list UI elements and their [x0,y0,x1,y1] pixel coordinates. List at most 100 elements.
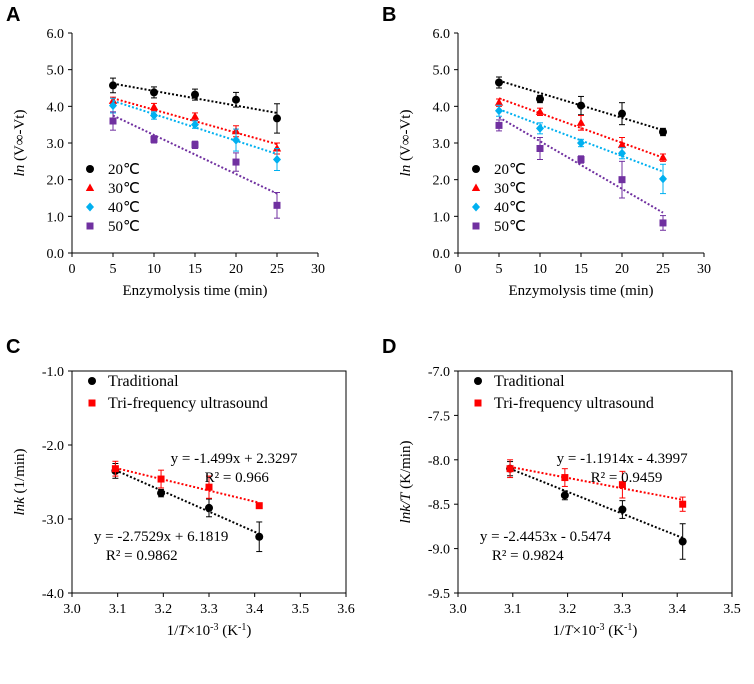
legend-label: Traditional [108,373,179,390]
y-tick-label: 1.0 [433,210,451,225]
y-tick-label: 4.0 [433,100,451,115]
data-point [109,101,117,111]
x-tick-label: 3.0 [63,602,81,617]
legend-marker [86,202,94,212]
legend-marker [86,165,94,173]
x-tick-label: 3.4 [246,602,264,617]
legend-label: 30℃ [494,181,526,197]
data-point [577,156,585,163]
legend: 20℃ 30℃ 40℃ 50℃ [471,162,526,235]
legend-marker [86,222,94,230]
x-tick-label: 5 [110,262,117,277]
legend-marker [472,222,480,230]
x-tick-label: 10 [533,262,547,277]
y-axis-label: ln (V∞-Vt) [12,110,28,177]
x-tick-label: 3.0 [449,602,467,617]
chart-panel-b: 0.0 1.0 2.0 3.0 4.0 5.0 6.0 0 5 10 15 20 25 30 Enzymol… [398,27,711,299]
y-tick-label: 5.0 [433,64,451,79]
data-point [111,465,119,473]
x-tick-label: 5 [496,262,503,277]
x-tick-label: 3.2 [155,602,173,617]
data-point [150,135,158,143]
y-tick-label: 0.0 [47,247,65,262]
panel-letter-d: D [382,336,397,358]
series-0 [495,76,667,137]
x-tick-label: 20 [615,262,629,277]
legend-marker [471,183,481,191]
legend-marker [85,183,95,191]
data-point [157,489,166,498]
x-tick-label: 3.1 [504,602,522,617]
chart-panel-c: -4.0 -3.0 -2.0 -1.0 3.0 3.1 3.2 3.3 3.4 3.5 3.6 1/T… [12,365,355,639]
data-point [109,117,117,125]
legend-label: Tri-frequency ultrasound [494,395,654,412]
data-point [560,491,569,500]
y-tick-label: -7.5 [428,409,450,424]
plot-frame [457,370,733,594]
x-axis-label: Enzymolysis time (min) [123,283,268,299]
trendline [115,466,260,504]
data-point [495,121,503,129]
x-tick-label: 30 [311,262,325,277]
x-axis-label: 1/T×10-3 (K-1) [167,622,252,640]
data-point [190,112,200,120]
legend: Traditional Tri-frequency ultrasound [88,373,268,412]
data-point [232,135,240,145]
y-tick-label: -9.5 [428,587,450,602]
x-tick-label: 3.3 [200,602,218,617]
y-axis-label: lnk (1/min) [12,448,28,515]
panel-letter-b: B [382,4,397,26]
data-point [679,500,687,508]
series-3 [495,116,667,231]
legend-label: 20℃ [108,162,140,178]
y-tick-label: -2.0 [42,439,64,454]
y-tick-label: 5.0 [47,64,65,79]
r-squared-label: R² = 0.9862 [106,548,178,564]
x-tick-label: 3.1 [109,602,127,617]
x-axis-label: 1/T×10-3 (K-1) [553,622,638,640]
data-point [255,502,263,510]
data-point [157,475,165,483]
y-tick-label: 6.0 [433,27,451,42]
x-tick-label: 10 [147,262,161,277]
legend-label: 50℃ [108,219,140,235]
data-point [618,505,627,514]
data-point [255,532,264,541]
legend-label: 30℃ [108,181,140,197]
legend-marker [474,399,482,407]
trendline [498,108,664,173]
y-axis-label: lnk/T (K/min) [398,441,414,524]
regression-equation: y = -2.7529x + 6.1819 [94,529,228,545]
x-tick-label: 3.5 [292,602,310,617]
y-tick-label: 6.0 [47,27,65,42]
series-1 [111,460,263,510]
y-tick-label: -9.0 [428,543,450,558]
legend-label: 50℃ [494,219,526,235]
y-tick-label: 0.0 [433,247,451,262]
y-tick-label: 4.0 [47,100,65,115]
x-tick-label: 15 [574,262,588,277]
data-point [205,503,213,512]
legend-marker [472,202,480,212]
regression-equation: y = -2.4453x - 0.5474 [480,529,611,545]
y-tick-label: -4.0 [42,587,64,602]
series-0 [109,77,281,134]
legend-marker [472,165,480,173]
legend-marker [88,377,96,385]
data-point [150,88,158,97]
series-1 [506,459,687,512]
legend-label: 40℃ [494,200,526,216]
regression-equation: y = -1.1914x - 4.3997 [557,451,688,467]
data-point [659,128,667,136]
x-tick-label: 0 [455,262,462,277]
r-squared-label: R² = 0.9824 [492,548,564,564]
y-tick-label: -1.0 [42,365,64,380]
legend-label: Traditional [494,373,565,390]
data-point [576,118,586,126]
data-point [191,90,199,99]
data-point [618,148,626,158]
data-point [494,98,504,106]
x-tick-label: 25 [270,262,284,277]
y-tick-label: -8.0 [428,454,450,469]
